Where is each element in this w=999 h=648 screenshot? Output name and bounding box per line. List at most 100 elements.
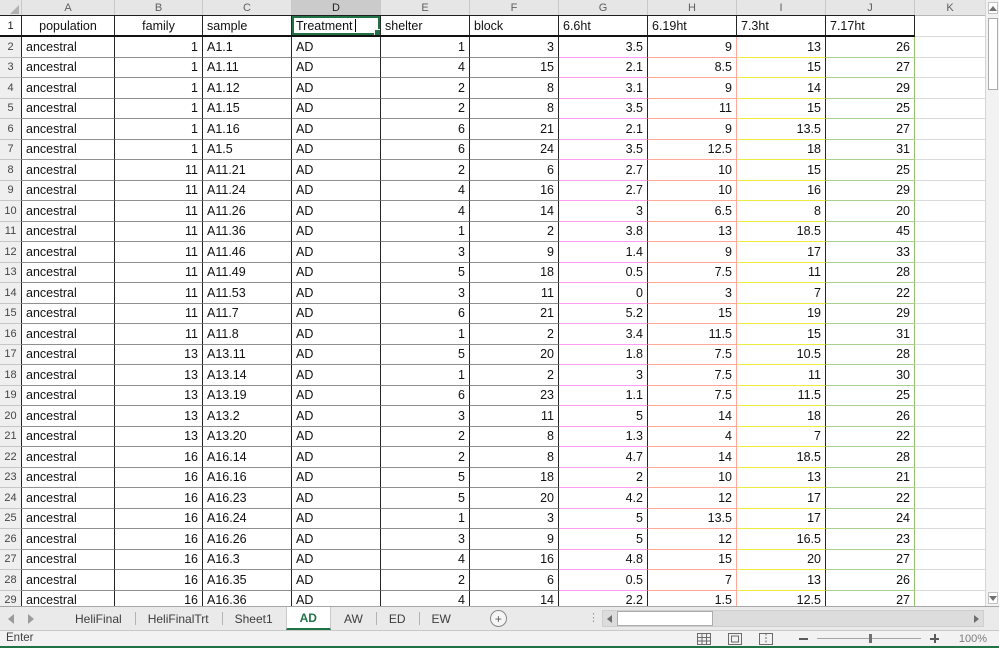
header-cell-shelter[interactable]: shelter <box>381 15 470 37</box>
cell-6-6ht[interactable]: 3.5 <box>559 37 648 58</box>
cell-shelter[interactable]: 4 <box>381 180 470 201</box>
cell-7-3ht[interactable]: 19 <box>737 303 826 324</box>
cell-family[interactable]: 16 <box>115 488 203 509</box>
row-number[interactable]: 2 <box>0 37 22 58</box>
cell-7-17ht[interactable]: 23 <box>826 529 915 550</box>
column-header-j[interactable]: J <box>826 0 915 15</box>
cell-population[interactable]: ancestral <box>22 344 115 365</box>
cell-6-19ht[interactable]: 7.5 <box>648 344 737 365</box>
cell-6-6ht[interactable]: 2.7 <box>559 180 648 201</box>
cell-population[interactable]: ancestral <box>22 426 115 447</box>
cell-population[interactable]: ancestral <box>22 570 115 591</box>
cell-7-3ht[interactable]: 15 <box>737 57 826 78</box>
cell-block[interactable]: 9 <box>470 529 559 550</box>
cell-family[interactable]: 1 <box>115 98 203 119</box>
header-cell-sample[interactable]: sample <box>203 15 292 37</box>
cell-family[interactable]: 11 <box>115 221 203 242</box>
column-header-a[interactable]: A <box>22 0 115 15</box>
cell-sample[interactable]: A1.11 <box>203 57 292 78</box>
row-number[interactable]: 25 <box>0 508 22 529</box>
cell-7-3ht[interactable]: 11 <box>737 262 826 283</box>
cell-sample[interactable]: A16.3 <box>203 549 292 570</box>
active-cell-treatment[interactable]: Treatment <box>292 15 381 37</box>
cell-7-17ht[interactable]: 25 <box>826 385 915 406</box>
cell-7-3ht[interactable]: 18.5 <box>737 221 826 242</box>
cell-block[interactable]: 2 <box>470 365 559 386</box>
cell-7-3ht[interactable]: 8 <box>737 201 826 222</box>
empty-cell[interactable] <box>915 591 985 607</box>
cell-family[interactable]: 11 <box>115 262 203 283</box>
cell-family[interactable]: 16 <box>115 467 203 488</box>
cell-shelter[interactable]: 4 <box>381 201 470 222</box>
row-number[interactable]: 15 <box>0 303 22 324</box>
cell-population[interactable]: ancestral <box>22 201 115 222</box>
row-number[interactable]: 10 <box>0 201 22 222</box>
cell-sample[interactable]: A13.11 <box>203 344 292 365</box>
cell-7-3ht[interactable]: 18 <box>737 406 826 427</box>
cell-7-17ht[interactable]: 29 <box>826 180 915 201</box>
row-number[interactable]: 28 <box>0 570 22 591</box>
cell-6-6ht[interactable]: 2.2 <box>559 590 648 606</box>
cell-6-19ht[interactable]: 4 <box>648 426 737 447</box>
cell-7-17ht[interactable]: 20 <box>826 201 915 222</box>
row-number[interactable]: 3 <box>0 57 22 78</box>
cell-block[interactable]: 15 <box>470 57 559 78</box>
cell-sample[interactable]: A11.7 <box>203 303 292 324</box>
empty-cell[interactable] <box>915 263 985 283</box>
cell-treatment[interactable]: AD <box>292 201 381 222</box>
cell-block[interactable]: 16 <box>470 180 559 201</box>
cell-shelter[interactable]: 1 <box>381 365 470 386</box>
empty-cell[interactable] <box>915 365 985 386</box>
cell-block[interactable]: 18 <box>470 467 559 488</box>
cell-7-17ht[interactable]: 29 <box>826 303 915 324</box>
row-number[interactable]: 21 <box>0 426 22 447</box>
cell-treatment[interactable]: AD <box>292 385 381 406</box>
cell-shelter[interactable]: 2 <box>381 98 470 119</box>
header-cell-block[interactable]: block <box>470 15 559 37</box>
row-number[interactable]: 27 <box>0 549 22 570</box>
cell-7-3ht[interactable]: 12.5 <box>737 590 826 606</box>
cell-shelter[interactable]: 2 <box>381 160 470 181</box>
cell-shelter[interactable]: 3 <box>381 529 470 550</box>
cell-shelter[interactable]: 2 <box>381 447 470 468</box>
cell-6-6ht[interactable]: 3.1 <box>559 78 648 99</box>
cell-shelter[interactable]: 1 <box>381 508 470 529</box>
cell-family[interactable]: 1 <box>115 139 203 160</box>
cell-population[interactable]: ancestral <box>22 78 115 99</box>
cell-6-6ht[interactable]: 5 <box>559 529 648 550</box>
cell-7-17ht[interactable]: 31 <box>826 324 915 345</box>
cell-population[interactable]: ancestral <box>22 549 115 570</box>
cell-7-17ht[interactable]: 22 <box>826 426 915 447</box>
cell-6-19ht[interactable]: 7 <box>648 570 737 591</box>
cell-6-19ht[interactable]: 9 <box>648 119 737 140</box>
cell-block[interactable]: 20 <box>470 488 559 509</box>
sheet-tab-sheet1[interactable]: Sheet1 <box>221 607 286 630</box>
cell-treatment[interactable]: AD <box>292 426 381 447</box>
cell-family[interactable]: 11 <box>115 160 203 181</box>
row-number[interactable]: 29 <box>0 590 22 606</box>
cell-block[interactable]: 3 <box>470 37 559 58</box>
cell-7-3ht[interactable]: 7 <box>737 426 826 447</box>
cell-sample[interactable]: A11.8 <box>203 324 292 345</box>
cell-family[interactable]: 13 <box>115 426 203 447</box>
cell-6-6ht[interactable]: 3.5 <box>559 98 648 119</box>
cell-sample[interactable]: A11.21 <box>203 160 292 181</box>
cell-block[interactable]: 8 <box>470 447 559 468</box>
cell-7-17ht[interactable]: 45 <box>826 221 915 242</box>
cell-shelter[interactable]: 1 <box>381 37 470 58</box>
empty-cell[interactable] <box>915 427 985 447</box>
cell-sample[interactable]: A11.36 <box>203 221 292 242</box>
sheet-tab-helifinaltrt[interactable]: HeliFinalTrt <box>134 607 222 630</box>
cell-6-19ht[interactable]: 11.5 <box>648 324 737 345</box>
normal-view-icon[interactable] <box>696 632 711 645</box>
cell-7-3ht[interactable]: 17 <box>737 488 826 509</box>
cell-shelter[interactable]: 4 <box>381 549 470 570</box>
row-number[interactable]: 18 <box>0 365 22 386</box>
row-number[interactable]: 20 <box>0 406 22 427</box>
column-header-d[interactable]: D <box>292 0 381 15</box>
cell-population[interactable]: ancestral <box>22 406 115 427</box>
row-number[interactable]: 1 <box>0 15 22 37</box>
header-cell-population[interactable]: population <box>22 15 115 37</box>
hscroll-right-icon[interactable] <box>970 612 983 625</box>
cell-block[interactable]: 6 <box>470 160 559 181</box>
